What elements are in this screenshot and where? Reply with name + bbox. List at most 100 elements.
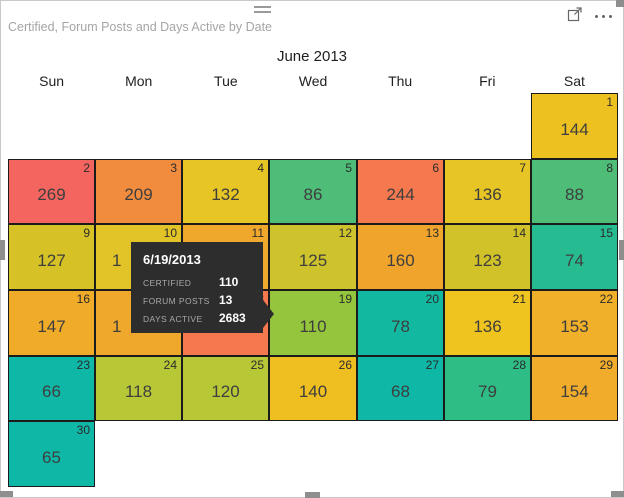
cell-value: 144 xyxy=(560,119,589,139)
cell-value: 78 xyxy=(391,316,410,336)
calendar-cell-day-24[interactable]: 24 118 xyxy=(95,356,182,421)
cell-value: 147 xyxy=(37,316,66,336)
day-number: 3 xyxy=(170,161,177,175)
calendar-cell-day-29[interactable]: 29 154 xyxy=(531,356,618,421)
calendar-cell-day-1[interactable]: 1 144 xyxy=(531,93,618,159)
resize-handle-bottom-center[interactable] xyxy=(305,492,320,498)
calendar-cell-day-9[interactable]: 9 127 xyxy=(8,224,95,290)
cell-value: 120 xyxy=(211,382,240,401)
tooltip-value: 13 xyxy=(219,293,233,307)
tooltip-value: 2683 xyxy=(219,311,246,325)
cell-value: 110 xyxy=(299,316,327,336)
cell-value: 74 xyxy=(565,250,584,270)
weekday-header-fri: Fri xyxy=(479,73,496,89)
calendar-cell-day-13[interactable]: 13 160 xyxy=(357,224,444,290)
day-number: 24 xyxy=(163,358,177,372)
day-number: 9 xyxy=(83,226,90,240)
day-number: 6 xyxy=(432,161,439,175)
calendar-cell-day-2[interactable]: 2 269 xyxy=(8,159,95,224)
calendar-cell-day-20[interactable]: 20 78 xyxy=(357,290,444,356)
weekday-header-row: Sun Mon Tue Wed Thu Fri Sat xyxy=(8,73,618,91)
weekday-header-sun: Sun xyxy=(39,73,65,89)
day-number: 7 xyxy=(519,161,526,175)
cell-value: 136 xyxy=(473,316,502,336)
day-number: 26 xyxy=(338,358,352,372)
weekday-header-tue: Tue xyxy=(214,73,238,89)
day-number: 15 xyxy=(599,226,613,240)
calendar-cell-day-30[interactable]: 30 65 xyxy=(8,421,95,487)
calendar-cell-day-27[interactable]: 27 68 xyxy=(357,356,444,421)
tooltip-label: CERTIFIED xyxy=(143,278,192,288)
calendar-cell-day-15[interactable]: 15 74 xyxy=(531,224,618,290)
resize-handle-top-right[interactable] xyxy=(616,0,624,7)
more-options-icon[interactable] xyxy=(593,11,614,22)
day-number: 19 xyxy=(338,292,352,306)
calendar-cell-day-23[interactable]: 23 66 xyxy=(8,356,95,421)
drag-handle-icon[interactable] xyxy=(254,6,271,13)
calendar-cell-day-28[interactable]: 28 79 xyxy=(444,356,531,421)
day-number: 27 xyxy=(425,358,439,372)
resize-handle-mid-right[interactable] xyxy=(619,240,624,260)
cell-value: 269 xyxy=(37,185,66,204)
cell-value: 136 xyxy=(473,185,502,204)
weekday-header-mon: Mon xyxy=(125,73,153,89)
day-number: 11 xyxy=(251,226,264,240)
calendar-cell-day-22[interactable]: 22 153 xyxy=(531,290,618,356)
calendar-grid: 1 144 2 269 3 209 4 132 5 86 6 244 7 136 8 88 9 127 10 1 11 1… xyxy=(8,93,618,487)
calendar-cell-day-8[interactable]: 8 88 xyxy=(531,159,618,224)
day-number: 8 xyxy=(606,161,613,175)
cell-value: 66 xyxy=(42,382,61,401)
resize-handle-bottom-left[interactable] xyxy=(0,491,13,497)
calendar-cell-day-6[interactable]: 6 244 xyxy=(357,159,444,224)
visual-title: Certified, Forum Posts and Days Active b… xyxy=(8,20,272,34)
day-number: 10 xyxy=(163,226,177,240)
cell-value: 86 xyxy=(303,185,323,204)
cell-value: 1 xyxy=(112,250,122,270)
cell-value: 209 xyxy=(124,185,153,204)
tooltip-label: DAYS ACTIVE xyxy=(143,314,203,324)
day-number: 22 xyxy=(599,292,613,306)
day-number: 23 xyxy=(76,358,90,372)
cell-value: 160 xyxy=(386,250,415,270)
calendar-cell-day-14[interactable]: 14 123 xyxy=(444,224,531,290)
calendar-cell-day-21[interactable]: 21 136 xyxy=(444,290,531,356)
calendar-cell-day-5[interactable]: 5 86 xyxy=(269,159,357,224)
day-number: 13 xyxy=(425,226,439,240)
cell-value: 65 xyxy=(42,447,61,467)
calendar-cell-day-3[interactable]: 3 209 xyxy=(95,159,182,224)
day-number: 5 xyxy=(345,161,352,175)
tooltip-date: 6/19/2013 xyxy=(143,252,201,267)
day-number: 12 xyxy=(338,226,352,240)
cell-value: 118 xyxy=(124,382,153,401)
tooltip-value: 110 xyxy=(219,275,239,289)
tooltip-label: FORUM POSTS xyxy=(143,296,210,306)
cell-value: 79 xyxy=(478,382,497,401)
day-number: 21 xyxy=(512,292,526,306)
resize-handle-mid-left[interactable] xyxy=(0,240,5,260)
cell-value: 154 xyxy=(560,382,589,401)
cell-value: 127 xyxy=(37,250,66,270)
focus-mode-icon[interactable] xyxy=(567,6,583,27)
calendar-cell-day-16[interactable]: 16 147 xyxy=(8,290,95,356)
month-label: June 2013 xyxy=(276,48,348,65)
weekday-header-sat: Sat xyxy=(563,73,585,89)
day-number: 28 xyxy=(512,358,526,372)
calendar-cell-day-25[interactable]: 25 120 xyxy=(182,356,269,421)
cell-value: 1 xyxy=(112,316,122,336)
calendar-cell-day-7[interactable]: 7 136 xyxy=(444,159,531,224)
day-number: 14 xyxy=(512,226,526,240)
day-number: 4 xyxy=(257,161,264,175)
calendar-cell-day-4[interactable]: 4 132 xyxy=(182,159,269,224)
day-number: 25 xyxy=(250,358,264,372)
resize-handle-bottom-right[interactable] xyxy=(611,491,624,497)
tooltip: 6/19/2013 CERTIFIED 110 FORUM POSTS 13 D… xyxy=(131,242,274,333)
cell-value: 132 xyxy=(211,185,240,204)
day-number: 16 xyxy=(76,292,90,306)
calendar-cell-day-26[interactable]: 26 140 xyxy=(269,356,357,421)
calendar-cell-day-19[interactable]: 19 110 xyxy=(269,290,357,356)
day-number: 2 xyxy=(83,161,90,175)
cell-value: 123 xyxy=(473,250,502,270)
calendar-cell-day-12[interactable]: 12 125 xyxy=(269,224,357,290)
cell-value: 88 xyxy=(565,185,584,204)
